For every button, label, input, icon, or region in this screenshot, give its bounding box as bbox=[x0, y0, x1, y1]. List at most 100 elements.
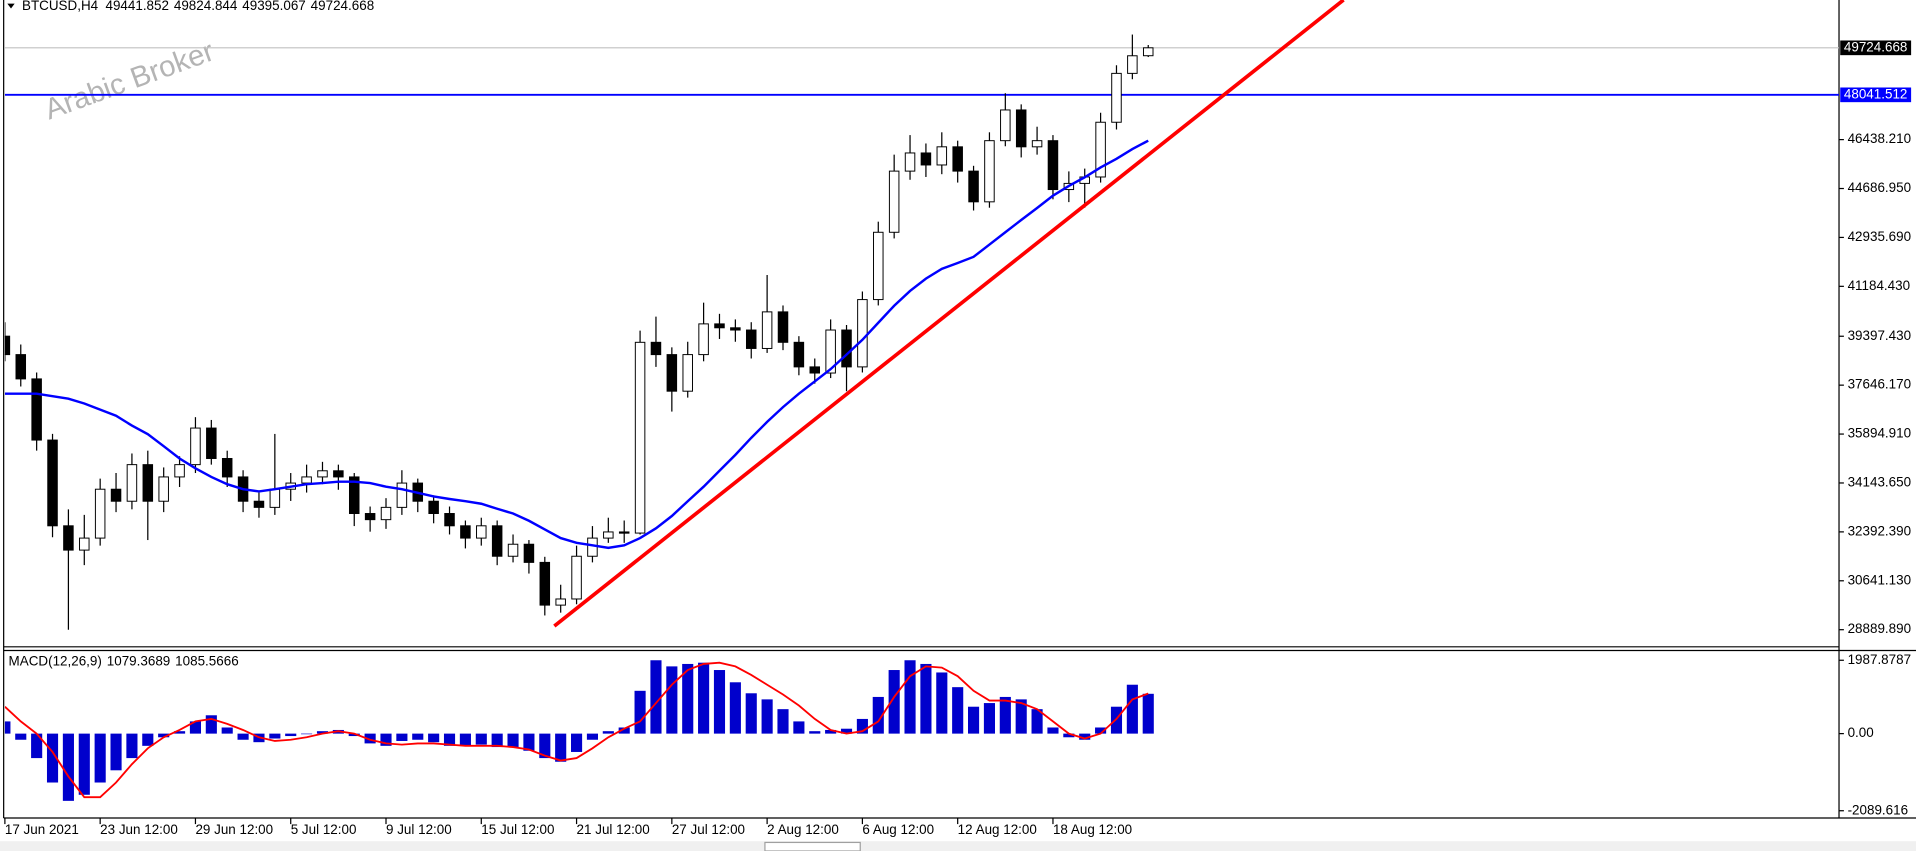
macd-bar bbox=[110, 733, 122, 771]
macd-bar bbox=[793, 721, 805, 734]
candle-body bbox=[301, 476, 312, 484]
candle-body bbox=[79, 537, 90, 551]
candle-body bbox=[539, 561, 551, 606]
y-tick-label: 44686.950 bbox=[1848, 180, 1912, 195]
x-tick-label: 21 Jul 12:00 bbox=[577, 822, 650, 837]
candle-body bbox=[15, 354, 27, 380]
chart-tab[interactable] bbox=[764, 841, 861, 851]
candle-body bbox=[698, 323, 709, 356]
candle-body bbox=[809, 366, 821, 374]
macd-bar bbox=[126, 733, 138, 759]
y-tick-label: 46438.210 bbox=[1848, 131, 1912, 146]
macd-bar bbox=[1031, 709, 1043, 734]
price-level-tag bbox=[1840, 40, 1912, 56]
macd-bar bbox=[840, 728, 853, 734]
x-tick-label: 29 Jun 12:00 bbox=[195, 822, 273, 837]
macd-bar bbox=[650, 660, 662, 734]
candle-body bbox=[190, 427, 201, 466]
macd-header: MACD(12,26,9) 1079.3689 1085.5666 bbox=[9, 653, 239, 668]
candle-body bbox=[777, 311, 789, 343]
x-tick-label: 12 Aug 12:00 bbox=[958, 822, 1037, 837]
macd-bar bbox=[15, 733, 27, 740]
candle-body bbox=[1127, 55, 1138, 74]
macd-bar bbox=[745, 693, 757, 734]
macd-bar bbox=[78, 733, 90, 795]
macd-bar bbox=[475, 733, 487, 745]
y-tick-label: 39397.430 bbox=[1848, 328, 1912, 343]
candle-body bbox=[825, 329, 836, 374]
candle-body bbox=[269, 488, 281, 508]
macd-bar bbox=[380, 733, 392, 746]
candle-body bbox=[460, 525, 471, 539]
y-tick-label: 37646.170 bbox=[1848, 377, 1912, 392]
signal-line bbox=[4, 661, 1149, 799]
macd-bar bbox=[237, 733, 249, 740]
macd-bar bbox=[1047, 727, 1059, 734]
macd-bar bbox=[856, 718, 868, 734]
macd-bar bbox=[809, 731, 821, 734]
macd-bar bbox=[174, 731, 186, 734]
x-tick-label: 6 Aug 12:00 bbox=[862, 822, 934, 837]
close-value: 49724.668 bbox=[311, 0, 375, 13]
candle-body bbox=[253, 500, 265, 508]
macd-bar bbox=[952, 687, 964, 734]
candle-body bbox=[174, 464, 185, 478]
low-value: 49395.067 bbox=[242, 0, 306, 13]
candle-body bbox=[968, 170, 979, 203]
macd-bar bbox=[443, 733, 456, 746]
candle-body bbox=[920, 152, 932, 166]
candle-body bbox=[4, 335, 11, 356]
collapse-icon[interactable] bbox=[7, 3, 15, 9]
candle-body bbox=[221, 458, 233, 478]
macd-bar bbox=[396, 733, 408, 741]
candle-body bbox=[634, 341, 646, 534]
macd-bar bbox=[523, 733, 535, 751]
macd-bar bbox=[507, 733, 519, 748]
candle-body bbox=[936, 146, 948, 166]
macd-bar bbox=[729, 682, 741, 734]
open-value: 49441.852 bbox=[105, 0, 169, 13]
macd-bar bbox=[602, 731, 614, 734]
macd-bar bbox=[555, 733, 567, 762]
candle-body bbox=[31, 378, 42, 441]
macd-bar bbox=[4, 721, 11, 734]
macd-bar bbox=[301, 733, 313, 735]
y-tick-label: -2089.616 bbox=[1848, 802, 1909, 817]
candle-body bbox=[571, 555, 582, 600]
macd-bar bbox=[1079, 733, 1091, 740]
candle-body bbox=[761, 311, 773, 349]
candle-body bbox=[1015, 109, 1027, 148]
macd-bar bbox=[586, 733, 599, 740]
candle-body bbox=[47, 439, 58, 527]
macd-bar bbox=[205, 715, 217, 734]
macd-bar bbox=[920, 663, 932, 734]
y-tick-label: 30641.130 bbox=[1848, 572, 1912, 587]
candle-body bbox=[984, 140, 995, 203]
candle-body bbox=[888, 170, 900, 233]
candle-body bbox=[666, 354, 678, 392]
macd-bar bbox=[904, 660, 916, 734]
macd-panel bbox=[4, 660, 1154, 801]
candle-body bbox=[1142, 47, 1154, 57]
macd-bar bbox=[999, 696, 1011, 734]
candle-body bbox=[603, 531, 614, 539]
macd-bar bbox=[682, 663, 694, 734]
candle-body bbox=[364, 513, 376, 521]
candle-body bbox=[507, 543, 519, 557]
macd-bar bbox=[94, 733, 106, 783]
chart-header: BTCUSD,H4 49441.852 49824.844 49395.067 4972… bbox=[22, 0, 374, 13]
macd-title: MACD(12,26,9) bbox=[9, 653, 102, 668]
macd-bar bbox=[428, 733, 440, 743]
macd-bar bbox=[968, 706, 980, 734]
y-tick-label: 32392.390 bbox=[1848, 523, 1912, 538]
candle-body bbox=[952, 146, 963, 172]
candle-body bbox=[1000, 109, 1011, 142]
candle-body bbox=[317, 470, 328, 478]
macd-bar bbox=[221, 727, 233, 734]
macd-bar bbox=[348, 733, 360, 737]
candle-body bbox=[1111, 72, 1122, 123]
macd-bar bbox=[1126, 684, 1138, 734]
candle-body bbox=[348, 476, 360, 515]
